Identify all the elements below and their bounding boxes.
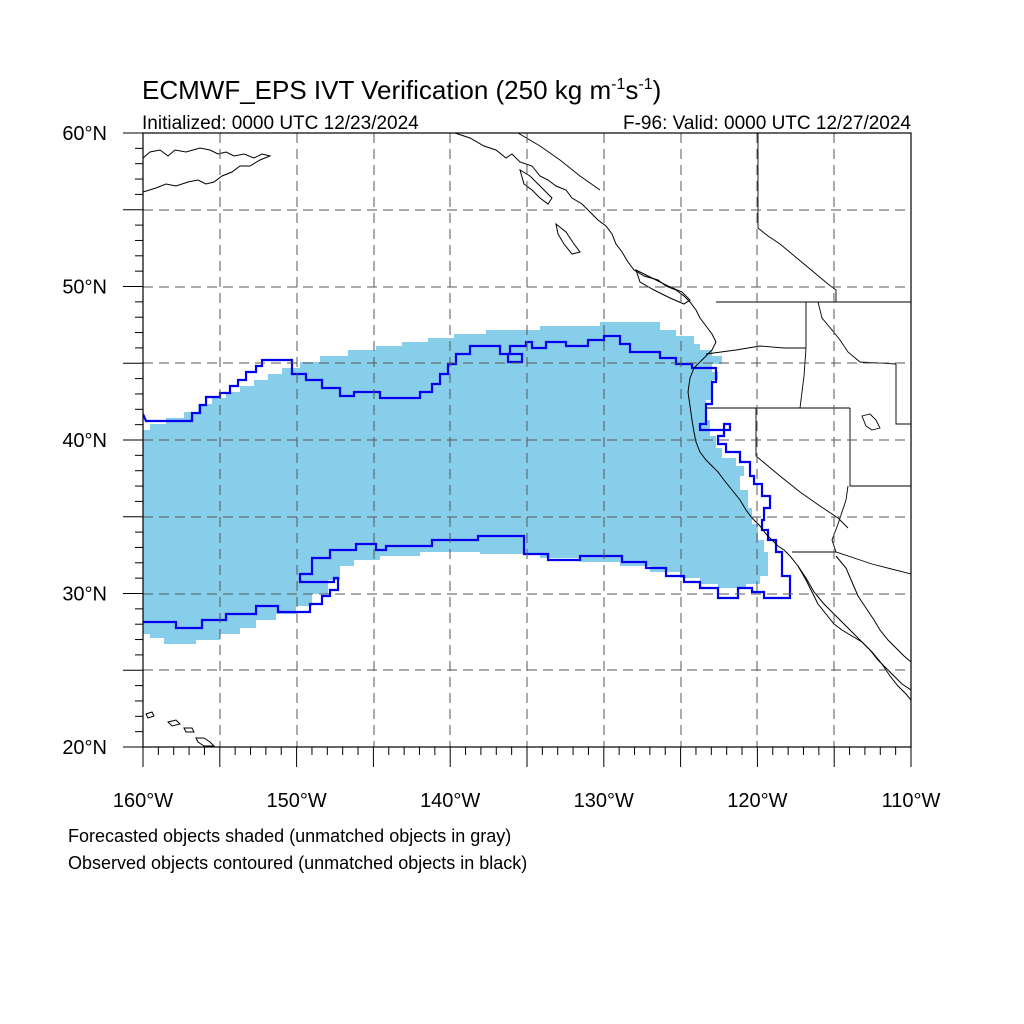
- longitude-labels: 160°W 150°W 140°W 130°W 120°W 110°W: [113, 790, 941, 812]
- lon-tick-label: 160°W: [113, 790, 173, 812]
- lat-tick-label: 20°N: [62, 737, 107, 759]
- lat-tick-label: 50°N: [62, 277, 107, 299]
- init-time-label: Initialized: 0000 UTC 12/23/2024: [142, 113, 419, 134]
- lon-tick-label: 110°W: [882, 790, 941, 812]
- great-salt-lake: [861, 413, 881, 431]
- border-washington-oregon: [705, 345, 806, 355]
- legend-forecast-note: Forecasted objects shaded (unmatched obj…: [68, 826, 512, 846]
- lon-tick-label: 130°W: [574, 790, 634, 812]
- legend-observed-note: Observed objects contoured (unmatched ob…: [68, 853, 528, 873]
- lon-tick-label: 140°W: [420, 790, 480, 812]
- border-arizona-california: [831, 485, 849, 553]
- border-nevada-california: [755, 408, 849, 529]
- border-wyoming: [895, 364, 911, 425]
- border-us-mexico: [792, 551, 911, 575]
- coastline-southeast-alaska: [454, 133, 717, 343]
- border-yukon-bc: [517, 133, 601, 191]
- lon-tick-label: 120°W: [727, 790, 787, 812]
- border-nevada-utah: [849, 408, 911, 487]
- lat-tick-label: 60°N: [62, 123, 107, 145]
- border-bc-alberta: [757, 133, 837, 302]
- valid-time-label: F-96: Valid: 0000 UTC 12/27/2024: [623, 113, 911, 134]
- lon-tick-label: 150°W: [266, 790, 326, 812]
- hawaii-islands: [145, 711, 216, 747]
- observed-ivt-contour-north: [143, 334, 792, 630]
- latitude-labels: 60°N 50°N 40°N 30°N 20°N: [62, 123, 107, 759]
- major-gridlines: [143, 133, 911, 747]
- border-idaho: [799, 302, 807, 409]
- lat-tick-label: 30°N: [62, 584, 107, 606]
- map-title: ECMWF_EPS IVT Verification (250 kg m-1s-…: [142, 75, 661, 105]
- border-montana-idaho: [817, 301, 897, 365]
- coastline-gulf-california: [835, 555, 911, 663]
- coastline-baja: [797, 565, 911, 691]
- coastline-islands-bc: [519, 168, 691, 305]
- coastline-alaska: [143, 147, 272, 193]
- lat-tick-label: 40°N: [62, 430, 107, 452]
- forecast-ivt-object: [143, 322, 768, 644]
- axis-ticks: [123, 132, 912, 767]
- coastline-west-us: [687, 341, 911, 701]
